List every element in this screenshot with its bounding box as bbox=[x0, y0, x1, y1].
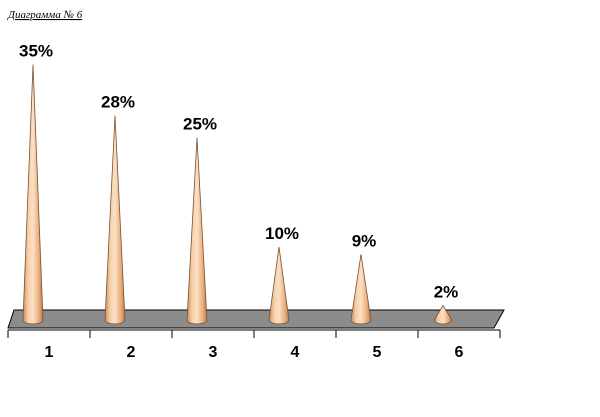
value-label: 9% bbox=[352, 231, 377, 250]
x-tick-label: 4 bbox=[291, 344, 300, 361]
value-label: 28% bbox=[101, 93, 135, 112]
x-tick-label: 6 bbox=[455, 344, 464, 361]
value-label: 2% bbox=[434, 282, 459, 301]
value-label: 25% bbox=[183, 115, 217, 134]
cone bbox=[186, 137, 208, 325]
chart-title: Диаграмма № 6 bbox=[7, 9, 83, 21]
cone bbox=[433, 304, 453, 325]
cone bbox=[104, 115, 126, 325]
x-tick-label: 1 bbox=[45, 344, 54, 361]
cone bbox=[268, 246, 290, 325]
x-tick-label: 2 bbox=[127, 344, 136, 361]
x-tick-label: 3 bbox=[209, 344, 218, 361]
value-label: 10% bbox=[265, 224, 299, 243]
floor bbox=[7, 309, 505, 329]
x-tick-label: 5 bbox=[373, 344, 382, 361]
value-label: 35% bbox=[19, 42, 53, 61]
cone bbox=[350, 254, 372, 325]
cone bbox=[22, 64, 44, 325]
